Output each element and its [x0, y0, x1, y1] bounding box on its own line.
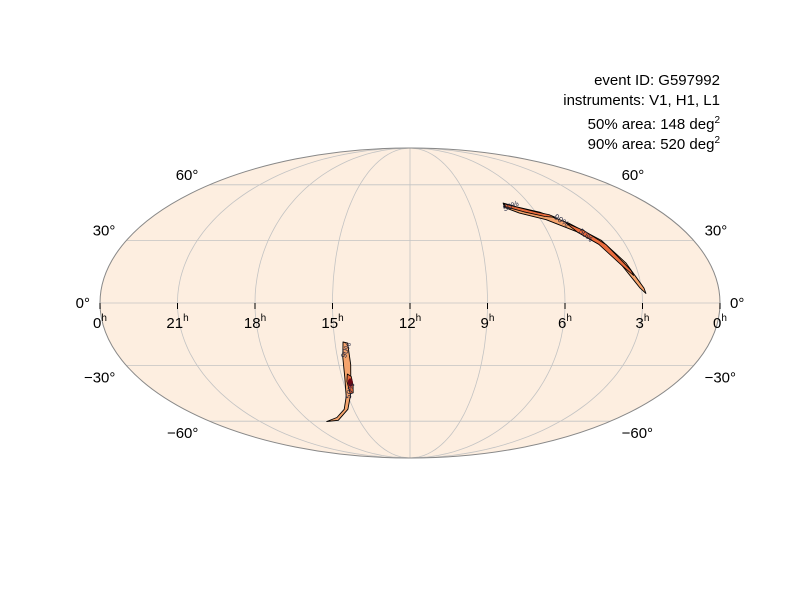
ra-tick-label-0h: 0h	[713, 313, 727, 332]
region-0	[502, 202, 647, 294]
area-50-unit-exponent: 2	[714, 115, 720, 126]
ra-tick-superscript: h	[183, 313, 189, 324]
ra-tick-superscript: h	[566, 313, 572, 324]
dec-label-right-m60: −60°	[622, 425, 653, 442]
instruments-label: instruments: V1, H1, L1	[563, 92, 720, 109]
ra-tick-superscript: h	[721, 313, 727, 324]
dec-label-right-30: 30°	[705, 222, 728, 239]
contour-50b-0	[565, 222, 635, 276]
area-90-label: 90% area: 520 deg2	[588, 131, 720, 155]
hotspot-core	[347, 378, 353, 387]
area-50-text: 50% area: 148 deg	[587, 116, 715, 133]
ra-tick-superscript: h	[416, 313, 422, 324]
ra-tick-superscript: h	[644, 313, 650, 324]
dec-label-right-0: 0°	[730, 295, 744, 312]
contour-label-50-south: 50%	[344, 382, 357, 400]
area-50-label: 50% area: 148 deg2	[588, 111, 720, 135]
ra-tick-superscript: h	[261, 313, 267, 324]
dec-label-left-m60: −60°	[167, 425, 198, 442]
event-id-label: event ID: G597992	[594, 72, 720, 89]
dec-label-right-60: 60°	[622, 167, 645, 184]
dec-label-left-30: 30°	[93, 222, 116, 239]
dec-label-left-60: 60°	[176, 167, 199, 184]
ra-tick-superscript: h	[338, 313, 344, 324]
area-90-unit-exponent: 2	[714, 135, 720, 146]
contour-90-0	[502, 202, 647, 294]
dec-label-right-m30: −30°	[705, 370, 736, 387]
ra-tick-superscript: h	[101, 313, 107, 324]
dec-label-left-m30: −30°	[84, 370, 115, 387]
area-90-text: 90% area: 520 deg	[587, 136, 715, 153]
dec-label-left-0: 0°	[76, 295, 90, 312]
ra-tick-superscript: h	[489, 313, 495, 324]
contour-50-0	[503, 203, 556, 218]
